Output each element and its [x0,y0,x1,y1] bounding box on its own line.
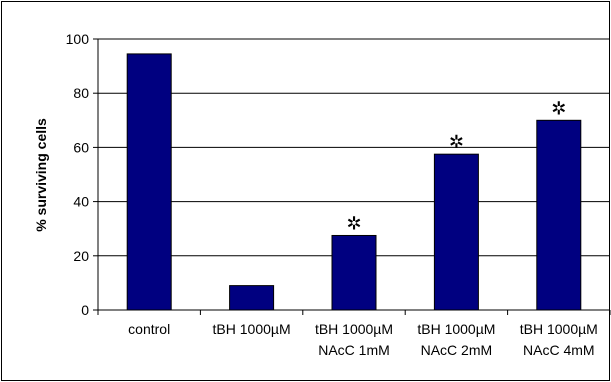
bar [433,153,479,311]
gridlines [98,38,610,257]
y-tick-labels: 0 20 40 60 80 100 [66,31,90,318]
bars [126,53,582,311]
x-tick-label: tBH 1000µM NAcC 4mM [520,321,598,358]
bar [229,285,275,311]
y-tick-label: 80 [73,85,89,101]
y-tick-label: 0 [81,302,89,318]
bar [536,119,582,311]
x-tick-label: tBH 1000µM NAcC 2mM [417,321,495,358]
y-tick-label: 100 [66,31,90,47]
x-tick-label: control [128,321,170,337]
x-tick-label: tBH 1000µM NAcC 1mM [315,321,393,358]
bar [331,234,377,311]
bar [126,53,172,311]
y-axis-label: % surviving cells [33,118,49,232]
y-tick-label: 60 [73,139,89,155]
y-tick-label: 40 [73,194,89,210]
significance-markers: ✲ ✲ ✲ [346,98,566,234]
x-tick-label: tBH 1000µM [213,321,291,337]
significance-star: ✲ [449,132,464,153]
axes [93,38,611,315]
y-tick-label: 20 [73,248,89,264]
significance-star: ✲ [346,213,361,234]
significance-star: ✲ [551,98,566,119]
x-tick-labels: control tBH 1000µM tBH 1000µM NAcC 1mM tBH 1… [128,321,598,358]
